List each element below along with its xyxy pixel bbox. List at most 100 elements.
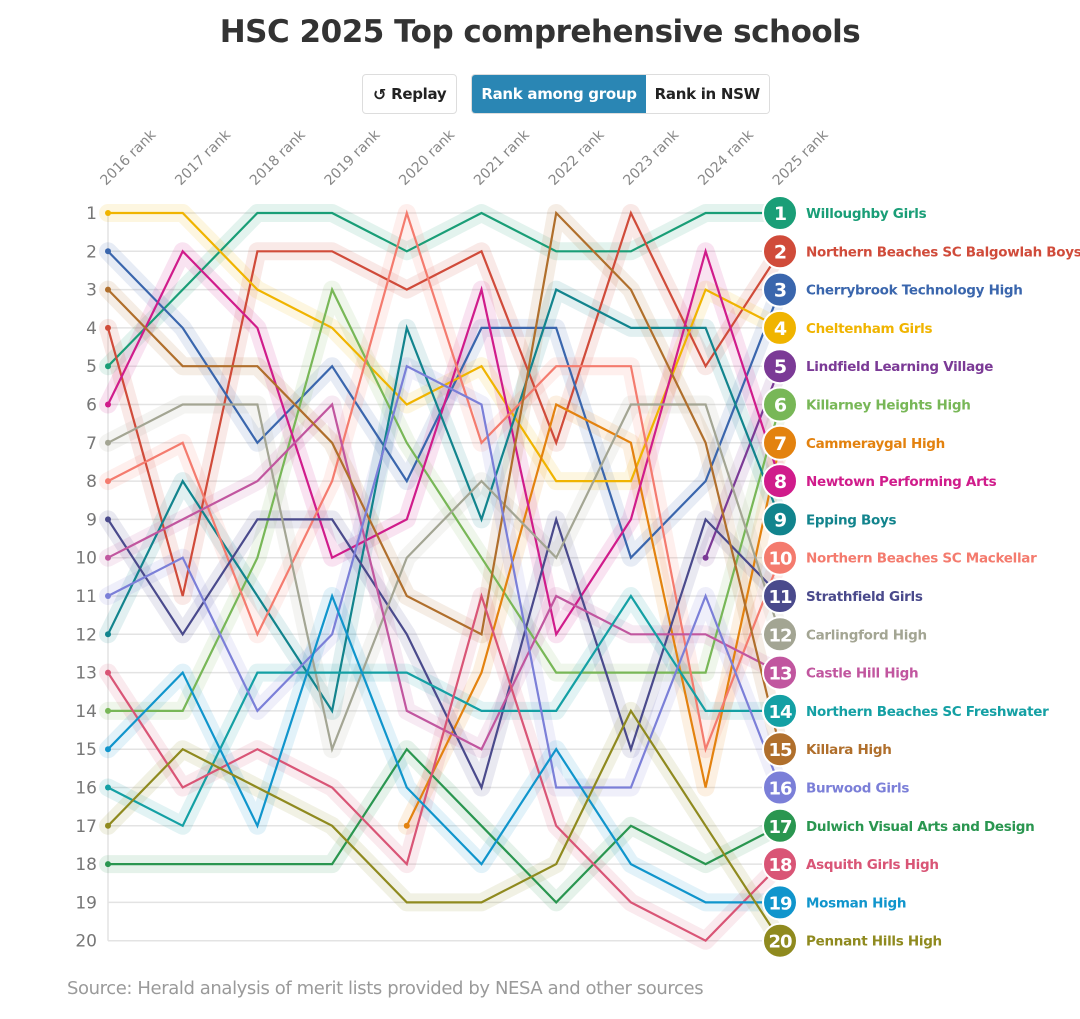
y-tick-label: 3 xyxy=(86,281,97,301)
rank-badge xyxy=(762,501,798,538)
legend-school-name[interactable]: Epping Boys xyxy=(806,512,897,528)
legend: 1 Willoughby Girls 2 Northern Beaches SC Ba… xyxy=(762,195,1080,959)
rank-badge xyxy=(762,616,798,653)
rank-badge-number: 14 xyxy=(768,702,792,723)
legend-school-name[interactable]: Newtown Performing Arts xyxy=(806,474,997,490)
legend-school-name[interactable]: Castle Hill High xyxy=(806,666,919,682)
series-start-point xyxy=(105,707,111,714)
legend-school-name[interactable]: Cammeraygal High xyxy=(806,436,945,452)
legend-school-name[interactable]: Cheltenham Girls xyxy=(806,321,933,337)
y-tick-label: 18 xyxy=(75,855,97,875)
series-start-point xyxy=(105,363,111,370)
legend-school-name[interactable]: Carlingford High xyxy=(806,627,927,643)
series-line[interactable] xyxy=(106,210,782,597)
x-tick-label: 2019 rank xyxy=(322,126,384,188)
series-start-point xyxy=(403,822,410,829)
series-start-point xyxy=(105,554,111,561)
legend-school-name[interactable]: Northern Beaches SC Mackellar xyxy=(806,551,1037,567)
series-line[interactable] xyxy=(107,403,782,754)
legend-school-name[interactable]: Killara High xyxy=(806,742,892,758)
series-start-point xyxy=(105,248,111,255)
series-start-point xyxy=(105,324,111,331)
rank-badge-number: 19 xyxy=(768,893,792,914)
y-tick-label: 12 xyxy=(75,625,97,645)
x-tick-label: 2022 rank xyxy=(546,126,608,188)
rank-badge-number: 8 xyxy=(774,471,787,493)
legend-school-name[interactable]: Burwood Girls xyxy=(806,781,910,797)
x-tick-label: 2016 rank xyxy=(98,126,160,188)
legend-school-name[interactable]: Pennant Hills High xyxy=(806,934,942,950)
rank-badge xyxy=(762,692,798,729)
series-start-point xyxy=(105,784,111,791)
y-tick-label: 7 xyxy=(86,434,97,454)
rank-badge-number: 16 xyxy=(768,779,792,800)
series-start-point xyxy=(105,286,111,293)
chart-title: HSC 2025 Top comprehensive schools xyxy=(219,14,861,50)
rank-badge-number: 6 xyxy=(774,395,787,417)
series-line[interactable] xyxy=(107,210,782,750)
replay-button[interactable]: ↺ Replay xyxy=(362,74,458,114)
y-tick-label: 11 xyxy=(75,587,97,607)
legend-school-name[interactable]: Cherrybrook Technology High xyxy=(806,283,1023,299)
legend-school-name[interactable]: Mosman High xyxy=(806,895,906,911)
series-line[interactable] xyxy=(107,364,782,789)
legend-school-name[interactable]: Willoughby Girls xyxy=(806,206,927,222)
rank-badge xyxy=(762,578,798,614)
rank-among-group-option[interactable]: Rank among group xyxy=(472,75,646,113)
rank-badge xyxy=(762,654,798,691)
y-tick-label: 9 xyxy=(86,510,97,530)
series-start-point xyxy=(105,478,111,485)
source-note: Source: Herald analysis of merit lists p… xyxy=(67,978,704,999)
line-halos xyxy=(99,204,790,950)
series-line[interactable] xyxy=(405,402,782,827)
series-line[interactable] xyxy=(107,592,781,904)
rank-badge xyxy=(762,884,798,921)
series-line[interactable] xyxy=(107,708,782,942)
rank-badge xyxy=(762,539,798,576)
legend-school-name[interactable]: Dulwich Visual Arts and Design xyxy=(806,819,1035,835)
y-tick-label: 1 xyxy=(86,204,97,224)
series-line[interactable] xyxy=(107,247,782,638)
series-start-point xyxy=(105,669,111,676)
series-start-point xyxy=(105,439,111,446)
rank-badge-number: 4 xyxy=(774,318,787,340)
x-tick-label: 2025 rank xyxy=(770,126,832,188)
rank-badge xyxy=(762,769,798,806)
rank-in-nsw-option[interactable]: Rank in NSW xyxy=(645,75,769,113)
x-tick-label: 2021 rank xyxy=(471,126,533,188)
rank-badge xyxy=(762,807,798,844)
rank-badge xyxy=(762,309,798,346)
legend-school-name[interactable]: Lindfield Learning Village xyxy=(806,359,994,375)
rank-badge xyxy=(762,922,798,959)
replay-icon: ↺ xyxy=(373,84,387,104)
rank-badge xyxy=(762,195,798,231)
rank-badge-number: 15 xyxy=(768,740,792,761)
series-start-point xyxy=(105,822,111,829)
y-tick-label: 13 xyxy=(75,664,97,684)
y-tick-label: 17 xyxy=(75,817,97,837)
rank-badge xyxy=(762,424,798,461)
legend-school-name[interactable]: Northern Beaches SC Freshwater xyxy=(806,704,1049,720)
y-tick-label: 6 xyxy=(86,396,97,416)
rank-badge xyxy=(762,386,798,423)
y-tick-label: 20 xyxy=(75,932,97,952)
rank-mode-toggle: Rank among group Rank in NSW xyxy=(471,74,770,114)
legend-school-name[interactable]: Asquith Girls High xyxy=(806,857,939,873)
legend-school-name[interactable]: Northern Beaches SC Balgowlah Boys xyxy=(806,244,1080,260)
legend-school-name[interactable]: Strathfield Girls xyxy=(806,589,923,605)
x-tick-label: 2024 rank xyxy=(695,126,757,188)
rank-badge-number: 3 xyxy=(774,280,786,302)
series-line[interactable] xyxy=(108,747,781,904)
series-line[interactable] xyxy=(107,209,782,754)
legend-school-name[interactable]: Killarney Heights High xyxy=(806,398,971,414)
rank-badge-number: 10 xyxy=(768,549,792,570)
rank-badge-number: 5 xyxy=(774,356,786,378)
rank-badge xyxy=(762,271,798,308)
rank-badge-number: 17 xyxy=(768,817,792,838)
rank-badge-number: 12 xyxy=(768,625,791,646)
y-tick-label: 16 xyxy=(75,779,97,799)
series-start-point xyxy=(702,554,709,561)
y-tick-label: 5 xyxy=(86,357,97,377)
